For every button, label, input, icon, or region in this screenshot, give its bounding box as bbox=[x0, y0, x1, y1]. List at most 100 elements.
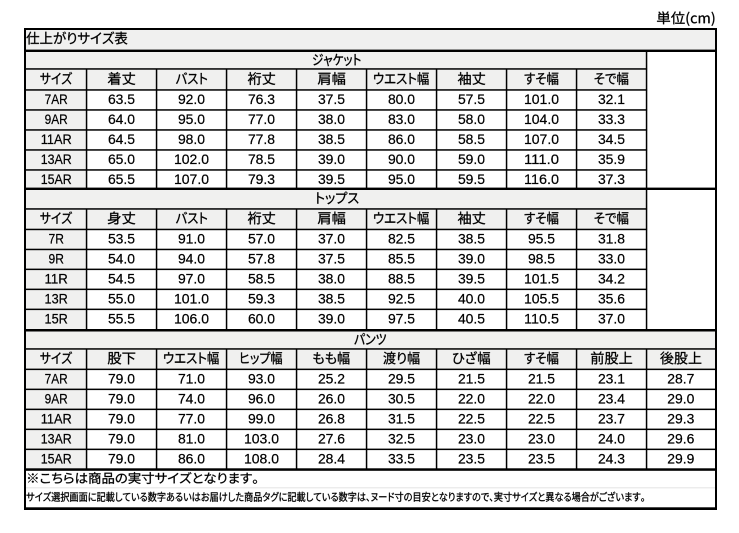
svg-text:39.0: 39.0 bbox=[318, 311, 345, 327]
svg-text:78.5: 78.5 bbox=[248, 151, 275, 167]
svg-text:108.0: 108.0 bbox=[244, 451, 279, 467]
svg-text:55.0: 55.0 bbox=[108, 291, 135, 307]
svg-text:57.8: 57.8 bbox=[248, 251, 275, 267]
svg-text:11R: 11R bbox=[45, 271, 68, 287]
svg-text:33.3: 33.3 bbox=[598, 111, 625, 127]
svg-text:40.5: 40.5 bbox=[458, 311, 485, 327]
svg-text:116.0: 116.0 bbox=[524, 171, 559, 187]
svg-text:81.0: 81.0 bbox=[178, 431, 205, 447]
svg-text:54.5: 54.5 bbox=[108, 271, 135, 287]
svg-text:31.8: 31.8 bbox=[598, 231, 625, 247]
svg-text:30.5: 30.5 bbox=[388, 391, 415, 407]
svg-text:101.0: 101.0 bbox=[174, 291, 209, 307]
svg-text:29.6: 29.6 bbox=[667, 431, 694, 447]
svg-text:32.5: 32.5 bbox=[388, 431, 415, 447]
svg-text:33.5: 33.5 bbox=[388, 451, 415, 467]
svg-text:38.0: 38.0 bbox=[318, 111, 345, 127]
svg-text:24.0: 24.0 bbox=[598, 431, 625, 447]
svg-text:95.0: 95.0 bbox=[388, 171, 415, 187]
svg-text:22.5: 22.5 bbox=[528, 411, 555, 427]
svg-text:23.5: 23.5 bbox=[528, 451, 555, 467]
svg-text:15R: 15R bbox=[45, 311, 68, 327]
svg-text:95.0: 95.0 bbox=[178, 111, 205, 127]
svg-text:13R: 13R bbox=[45, 291, 68, 307]
svg-text:39.5: 39.5 bbox=[318, 171, 345, 187]
svg-text:13AR: 13AR bbox=[41, 431, 72, 447]
svg-text:58.5: 58.5 bbox=[458, 131, 485, 147]
svg-text:110.5: 110.5 bbox=[524, 311, 559, 327]
svg-text:99.0: 99.0 bbox=[248, 411, 275, 427]
svg-text:34.5: 34.5 bbox=[598, 131, 625, 147]
svg-text:79.0: 79.0 bbox=[108, 391, 135, 407]
svg-text:22.0: 22.0 bbox=[528, 391, 555, 407]
svg-text:77.8: 77.8 bbox=[248, 131, 275, 147]
svg-text:35.9: 35.9 bbox=[598, 151, 625, 167]
svg-text:31.5: 31.5 bbox=[388, 411, 415, 427]
svg-text:93.0: 93.0 bbox=[248, 371, 275, 387]
svg-text:29.3: 29.3 bbox=[667, 411, 694, 427]
svg-text:98.5: 98.5 bbox=[528, 251, 555, 267]
svg-text:23.7: 23.7 bbox=[598, 411, 625, 427]
svg-text:39.5: 39.5 bbox=[458, 271, 485, 287]
svg-text:7R: 7R bbox=[49, 231, 64, 247]
svg-text:92.0: 92.0 bbox=[178, 91, 205, 107]
svg-text:60.0: 60.0 bbox=[248, 311, 275, 327]
svg-text:9AR: 9AR bbox=[45, 391, 68, 407]
svg-text:85.5: 85.5 bbox=[388, 251, 415, 267]
svg-text:91.0: 91.0 bbox=[178, 231, 205, 247]
svg-text:28.7: 28.7 bbox=[667, 371, 694, 387]
svg-text:111.0: 111.0 bbox=[524, 151, 559, 167]
svg-text:88.5: 88.5 bbox=[388, 271, 415, 287]
svg-text:58.5: 58.5 bbox=[248, 271, 275, 287]
svg-text:38.5: 38.5 bbox=[318, 131, 345, 147]
svg-text:38.0: 38.0 bbox=[318, 271, 345, 287]
svg-text:95.5: 95.5 bbox=[528, 231, 555, 247]
svg-text:24.3: 24.3 bbox=[598, 451, 625, 467]
svg-text:23.1: 23.1 bbox=[598, 371, 625, 387]
svg-text:94.0: 94.0 bbox=[178, 251, 205, 267]
svg-text:79.0: 79.0 bbox=[108, 371, 135, 387]
svg-text:7AR: 7AR bbox=[45, 91, 68, 107]
svg-text:63.5: 63.5 bbox=[108, 91, 135, 107]
svg-text:11AR: 11AR bbox=[41, 131, 72, 147]
svg-text:107.0: 107.0 bbox=[174, 171, 209, 187]
svg-text:21.5: 21.5 bbox=[458, 371, 485, 387]
svg-text:59.5: 59.5 bbox=[458, 171, 485, 187]
svg-text:58.0: 58.0 bbox=[458, 111, 485, 127]
svg-text:103.0: 103.0 bbox=[244, 431, 279, 447]
svg-text:38.5: 38.5 bbox=[458, 231, 485, 247]
svg-text:77.0: 77.0 bbox=[178, 411, 205, 427]
svg-text:26.8: 26.8 bbox=[318, 411, 345, 427]
svg-text:76.3: 76.3 bbox=[248, 91, 275, 107]
svg-text:79.0: 79.0 bbox=[108, 411, 135, 427]
svg-text:33.0: 33.0 bbox=[598, 251, 625, 267]
svg-text:28.4: 28.4 bbox=[318, 451, 345, 467]
svg-text:53.5: 53.5 bbox=[108, 231, 135, 247]
svg-text:9AR: 9AR bbox=[45, 111, 68, 127]
svg-text:86.0: 86.0 bbox=[178, 451, 205, 467]
svg-text:22.5: 22.5 bbox=[458, 411, 485, 427]
svg-text:23.0: 23.0 bbox=[458, 431, 485, 447]
svg-text:15AR: 15AR bbox=[41, 451, 72, 467]
svg-text:25.2: 25.2 bbox=[318, 371, 345, 387]
svg-text:104.0: 104.0 bbox=[524, 111, 559, 127]
svg-text:54.0: 54.0 bbox=[108, 251, 135, 267]
svg-text:65.0: 65.0 bbox=[108, 151, 135, 167]
svg-text:57.0: 57.0 bbox=[248, 231, 275, 247]
svg-text:79.3: 79.3 bbox=[248, 171, 275, 187]
svg-text:57.5: 57.5 bbox=[458, 91, 485, 107]
svg-text:79.0: 79.0 bbox=[108, 451, 135, 467]
svg-text:29.9: 29.9 bbox=[667, 451, 694, 467]
svg-text:80.0: 80.0 bbox=[388, 91, 415, 107]
svg-text:9R: 9R bbox=[49, 251, 64, 267]
svg-text:64.0: 64.0 bbox=[108, 111, 135, 127]
svg-text:35.6: 35.6 bbox=[598, 291, 625, 307]
svg-text:71.0: 71.0 bbox=[178, 371, 205, 387]
svg-text:77.0: 77.0 bbox=[248, 111, 275, 127]
svg-text:34.2: 34.2 bbox=[598, 271, 625, 287]
svg-text:39.0: 39.0 bbox=[458, 251, 485, 267]
svg-text:64.5: 64.5 bbox=[108, 131, 135, 147]
svg-text:23.0: 23.0 bbox=[528, 431, 555, 447]
svg-text:59.0: 59.0 bbox=[458, 151, 485, 167]
svg-text:55.5: 55.5 bbox=[108, 311, 135, 327]
